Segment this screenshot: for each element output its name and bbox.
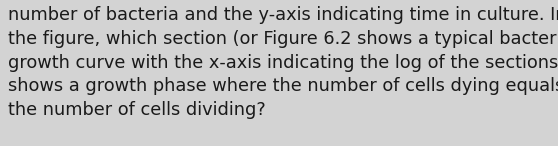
Text: number of bacteria and the y-axis indicating time in culture. In
the figure, whi: number of bacteria and the y-axis indica…: [8, 6, 558, 119]
